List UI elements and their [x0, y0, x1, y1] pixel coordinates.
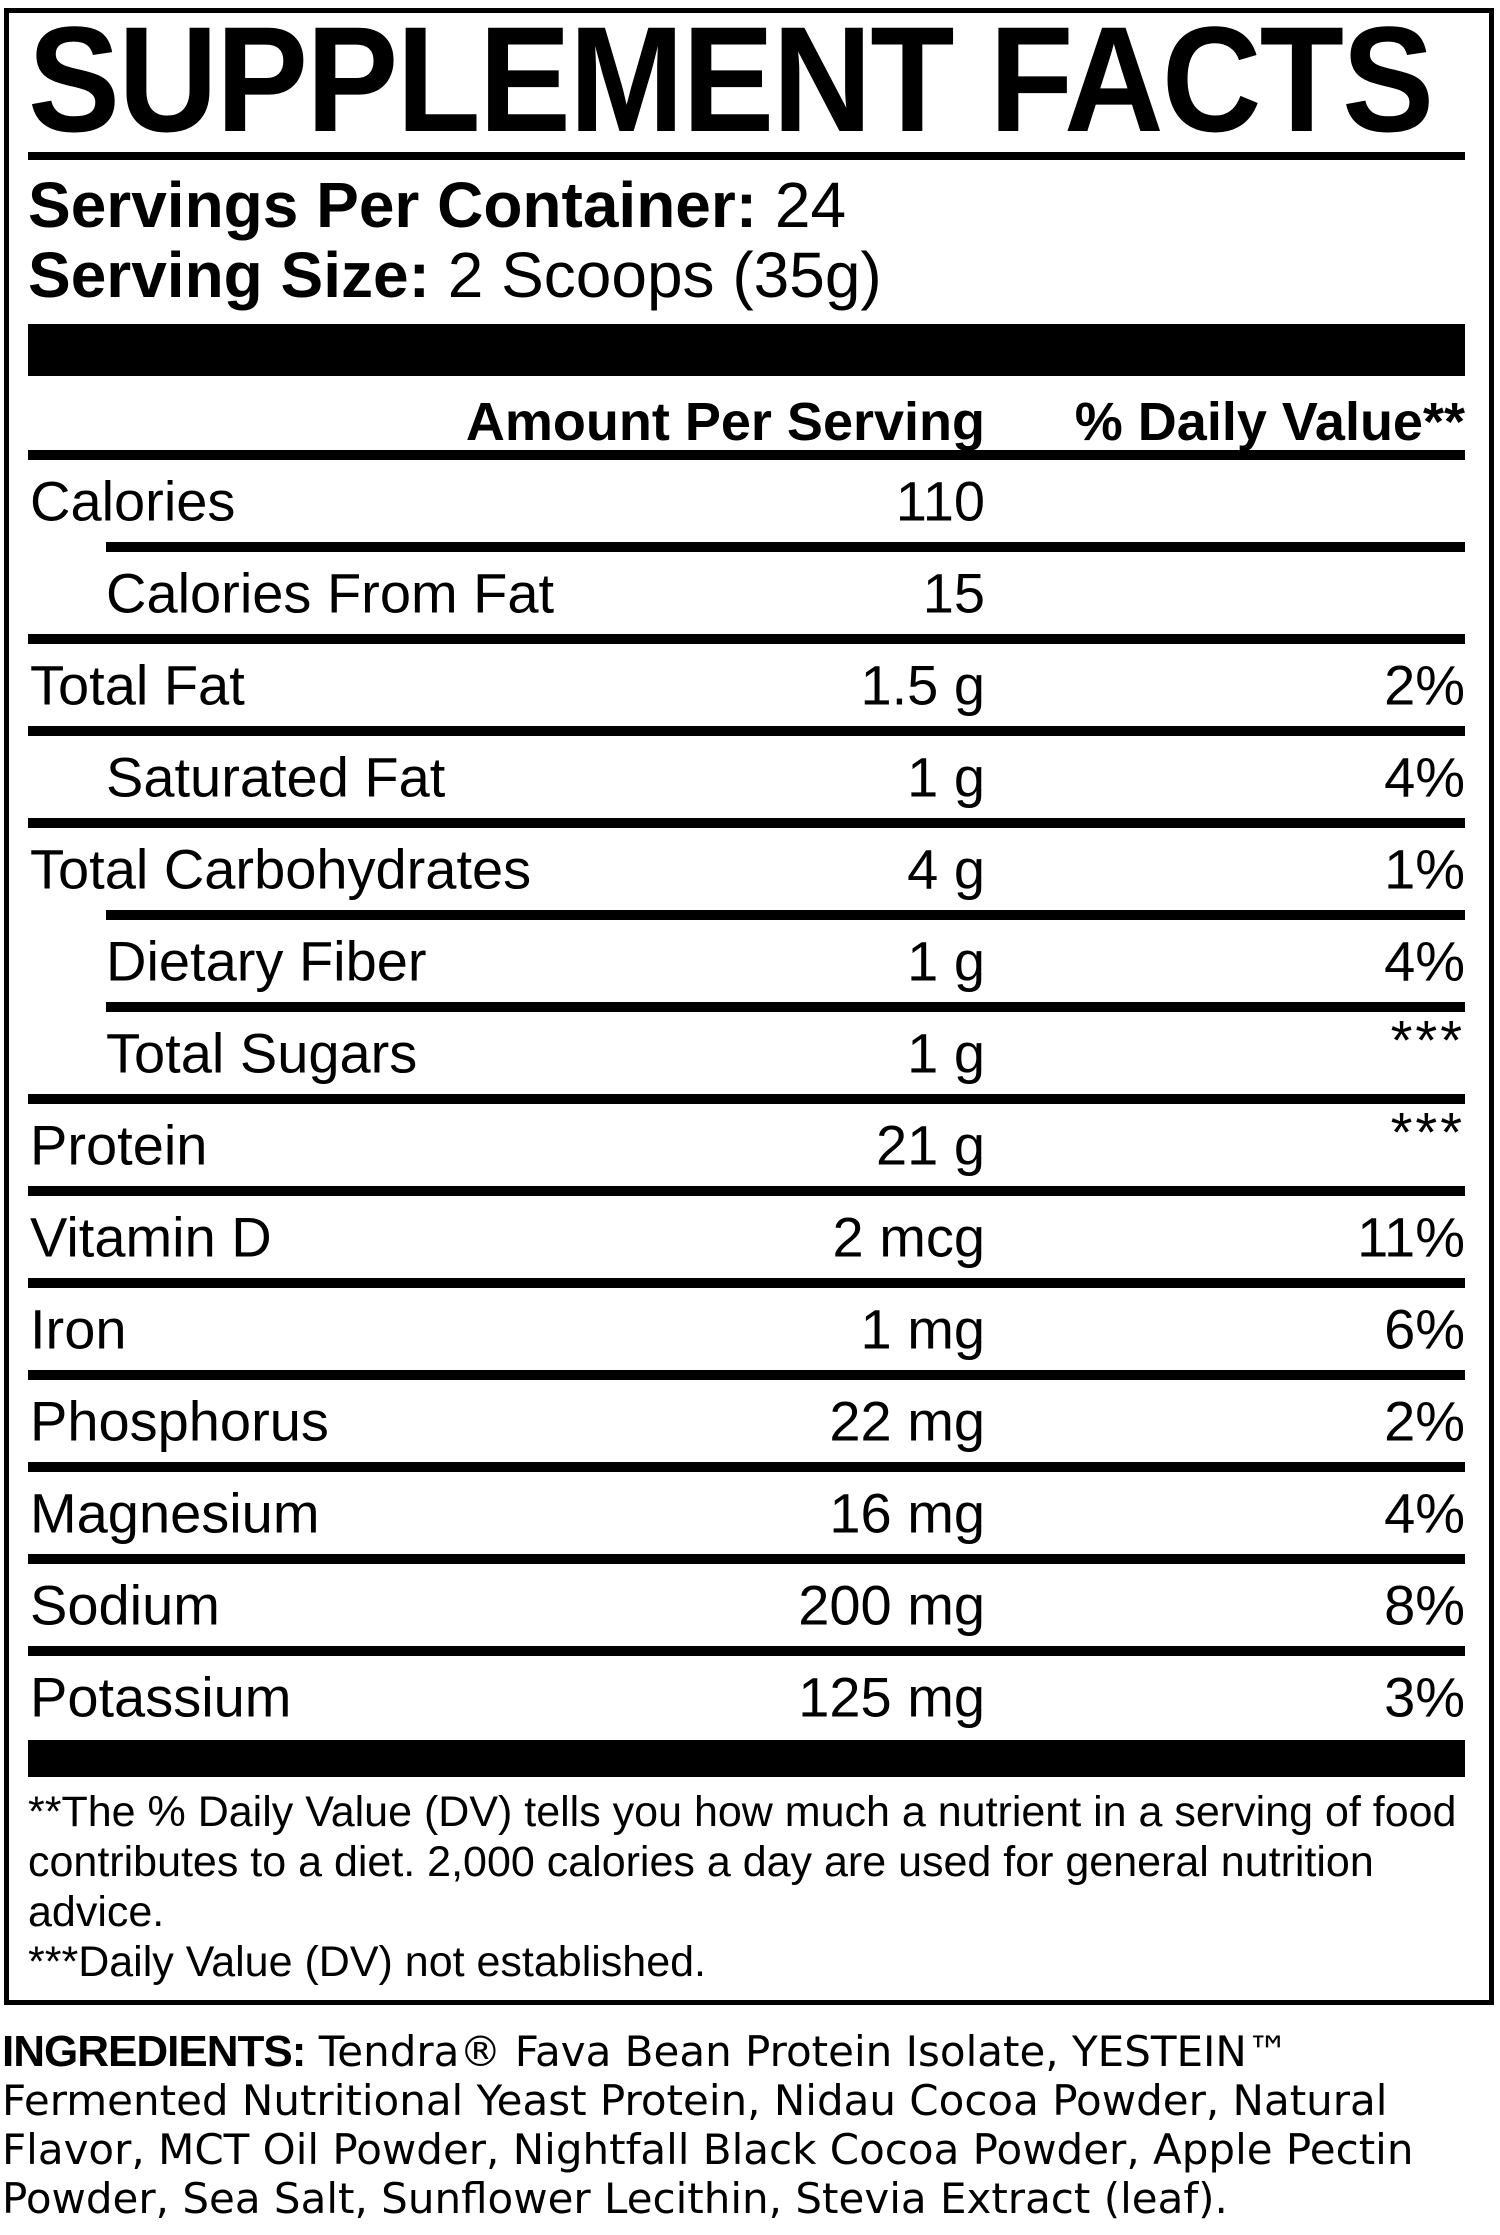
- nutrient-dv: 2%: [1384, 653, 1465, 717]
- table-row-potassium: Potassium 125 mg 3%: [28, 1656, 1465, 1738]
- nutrient-amount: 21 g: [876, 1113, 985, 1177]
- row-rule: [28, 1094, 1465, 1104]
- nutrient-amount: 22 mg: [829, 1389, 985, 1453]
- nutrient-label: Saturated Fat: [106, 745, 446, 809]
- section-bar-top: [28, 324, 1465, 376]
- nutrient-dv: 4%: [1384, 745, 1465, 809]
- ingredients-paragraph: INGREDIENTS: Tendra® Fava Bean Protein I…: [2, 2027, 1498, 2223]
- nutrient-amount: 200 mg: [798, 1573, 985, 1637]
- nutrient-label: Vitamin D: [30, 1205, 272, 1269]
- nutrient-label: Sodium: [30, 1573, 220, 1637]
- row-rule: [28, 1370, 1465, 1380]
- row-rule: [28, 1278, 1465, 1288]
- row-rule: [28, 818, 1465, 828]
- table-row-total-carbohydrates: Total Carbohydrates 4 g 1%: [28, 828, 1465, 910]
- nutrient-label: Total Carbohydrates: [30, 837, 532, 901]
- facts-panel: SUPPLEMENT FACTS Servings Per Container:…: [4, 8, 1494, 2005]
- table-row-total-fat: Total Fat 1.5 g 2%: [28, 644, 1465, 726]
- nutrient-label: Total Fat: [30, 653, 245, 717]
- serving-size-value: 2 Scoops (35g): [447, 239, 882, 311]
- table-row-calories: Calories 110: [28, 460, 1465, 542]
- table-row-dietary-fiber: Dietary Fiber 1 g 4%: [28, 920, 1465, 1002]
- title-divider: [28, 152, 1465, 160]
- section-bar-bottom: [28, 1740, 1465, 1777]
- nutrient-dv: 6%: [1384, 1297, 1465, 1361]
- column-header-daily-value: % Daily Value**: [1074, 392, 1465, 452]
- table-column-header: Amount Per Serving % Daily Value**: [28, 394, 1465, 450]
- nutrient-amount: 1 g: [907, 1021, 985, 1085]
- nutrient-dv: 4%: [1384, 1481, 1465, 1545]
- panel-title: SUPPLEMENT FACTS: [28, 8, 1465, 163]
- nutrient-amount: 16 mg: [829, 1481, 985, 1545]
- header-rule: [28, 450, 1465, 460]
- row-rule: [28, 1646, 1465, 1656]
- ingredients-label: INGREDIENTS:: [2, 2027, 306, 2076]
- ingredients-text: Tendra® Fava Bean Protein Isolate, YESTE…: [2, 2027, 1414, 2223]
- nutrient-amount: 15: [922, 561, 985, 625]
- servings-per-container-line: Servings Per Container: 24: [28, 170, 1465, 240]
- nutrient-label: Iron: [30, 1297, 127, 1361]
- nutrient-dv: ***: [1390, 1008, 1465, 1072]
- nutrient-amount: 110: [895, 469, 985, 533]
- nutrient-amount: 1 mg: [860, 1297, 986, 1361]
- nutrient-dv: 11%: [1357, 1205, 1465, 1269]
- nutrient-label: Magnesium: [30, 1481, 320, 1545]
- daily-value-footnote: **The % Daily Value (DV) tells you how m…: [28, 1788, 1457, 1936]
- nutrient-amount: 125 mg: [798, 1665, 985, 1729]
- nutrient-label: Calories From Fat: [106, 561, 555, 625]
- nutrient-label: Protein: [30, 1113, 208, 1177]
- table-row-calories-from-fat: Calories From Fat 15: [28, 552, 1465, 634]
- row-rule: [28, 726, 1465, 736]
- row-rule: [106, 1002, 1465, 1012]
- row-rule: [106, 910, 1465, 920]
- row-rule: [28, 1186, 1465, 1196]
- nutrient-dv: ***: [1390, 1100, 1465, 1164]
- footnotes: **The % Daily Value (DV) tells you how m…: [28, 1787, 1465, 1987]
- nutrient-label: Potassium: [30, 1665, 292, 1729]
- serving-size-line: Serving Size: 2 Scoops (35g): [28, 240, 1465, 310]
- not-established-footnote: ***Daily Value (DV) not established.: [28, 1938, 706, 1986]
- servings-per-container-value: 24: [774, 169, 847, 241]
- panel-title-text: SUPPLEMENT FACTS: [28, 8, 1434, 163]
- nutrient-amount: 1 g: [907, 745, 985, 809]
- supplement-facts-label: SUPPLEMENT FACTS Servings Per Container:…: [0, 8, 1500, 2235]
- table-row-phosphorus: Phosphorus 22 mg 2%: [28, 1380, 1465, 1462]
- table-row-iron: Iron 1 mg 6%: [28, 1288, 1465, 1370]
- table-row-sodium: Sodium 200 mg 8%: [28, 1564, 1465, 1646]
- nutrient-dv: 2%: [1384, 1389, 1465, 1453]
- nutrient-amount: 4 g: [907, 837, 985, 901]
- row-rule: [28, 1554, 1465, 1564]
- row-rule: [106, 542, 1465, 552]
- column-header-amount: Amount Per Serving: [465, 392, 985, 452]
- nutrient-amount: 2 mcg: [832, 1205, 986, 1269]
- serving-size-label: Serving Size:: [28, 239, 430, 311]
- nutrient-label: Calories: [30, 469, 236, 533]
- nutrient-dv: 3%: [1384, 1665, 1465, 1729]
- nutrient-label: Dietary Fiber: [106, 929, 427, 993]
- nutrient-label: Phosphorus: [30, 1389, 329, 1453]
- nutrient-amount: 1.5 g: [860, 653, 985, 717]
- row-rule: [28, 1462, 1465, 1472]
- nutrient-dv: 8%: [1384, 1573, 1465, 1637]
- table-row-saturated-fat: Saturated Fat 1 g 4%: [28, 736, 1465, 818]
- serving-info: Servings Per Container: 24 Serving Size:…: [28, 170, 1465, 310]
- nutrient-dv: 4%: [1384, 929, 1465, 993]
- nutrient-amount: 1 g: [907, 929, 985, 993]
- table-row-total-sugars: Total Sugars 1 g ***: [28, 1008, 1465, 1094]
- servings-per-container-label: Servings Per Container:: [28, 169, 758, 241]
- nutrient-label: Total Sugars: [106, 1021, 418, 1085]
- row-rule: [28, 634, 1465, 644]
- table-row-magnesium: Magnesium 16 mg 4%: [28, 1472, 1465, 1554]
- table-row-vitamin-d: Vitamin D 2 mcg 11%: [28, 1196, 1465, 1278]
- nutrient-dv: 1%: [1384, 837, 1465, 901]
- table-row-protein: Protein 21 g ***: [28, 1100, 1465, 1186]
